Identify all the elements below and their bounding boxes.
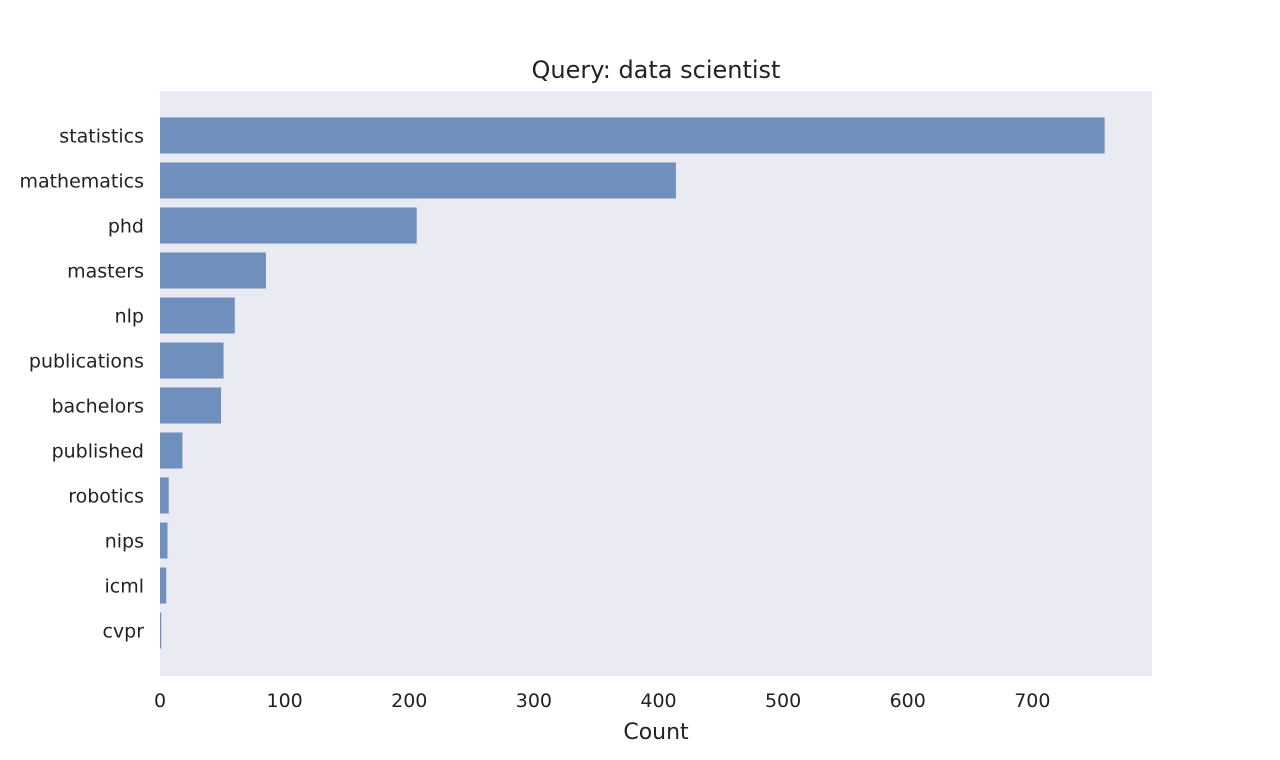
x-tick-label-600: 600 — [890, 690, 926, 712]
bar-icml — [160, 567, 167, 604]
x-axis-label: Count — [623, 720, 689, 745]
bar-publications — [160, 342, 224, 379]
bar-phd — [160, 207, 417, 244]
category-label-cvpr: cvpr — [102, 621, 144, 643]
x-tick-label-700: 700 — [1014, 690, 1050, 712]
bar-cvpr — [160, 612, 162, 649]
bar-nips — [160, 522, 168, 559]
bar-published — [160, 432, 183, 469]
bar-masters — [160, 252, 266, 289]
category-label-icml: icml — [104, 576, 144, 598]
chart-title: Query: data scientist — [532, 56, 781, 84]
category-label-phd: phd — [108, 216, 144, 238]
bar-nlp — [160, 297, 235, 334]
x-tick-label-100: 100 — [266, 690, 302, 712]
category-label-published: published — [52, 441, 144, 463]
category-label-masters: masters — [67, 261, 144, 283]
x-tick-label-500: 500 — [765, 690, 801, 712]
category-label-robotics: robotics — [68, 486, 144, 508]
x-tick-label-300: 300 — [516, 690, 552, 712]
bar-statistics — [160, 117, 1105, 154]
bar-mathematics — [160, 162, 676, 199]
category-label-nlp: nlp — [115, 306, 144, 328]
x-tick-label-0: 0 — [154, 690, 166, 712]
bar-robotics — [160, 477, 169, 514]
x-tick-labels: 0 100 200 300 400 500 600 700 — [154, 690, 1051, 712]
x-tick-label-400: 400 — [640, 690, 676, 712]
category-label-statistics: statistics — [59, 126, 144, 148]
category-label-nips: nips — [105, 531, 144, 553]
category-labels: statistics mathematics phd masters nlp public… — [19, 126, 144, 643]
category-label-publications: publications — [29, 351, 144, 373]
category-label-bachelors: bachelors — [52, 396, 145, 418]
bar-bachelors — [160, 387, 222, 424]
category-label-mathematics: mathematics — [19, 171, 144, 193]
bars-group — [160, 117, 1105, 649]
x-tick-label-200: 200 — [391, 690, 427, 712]
